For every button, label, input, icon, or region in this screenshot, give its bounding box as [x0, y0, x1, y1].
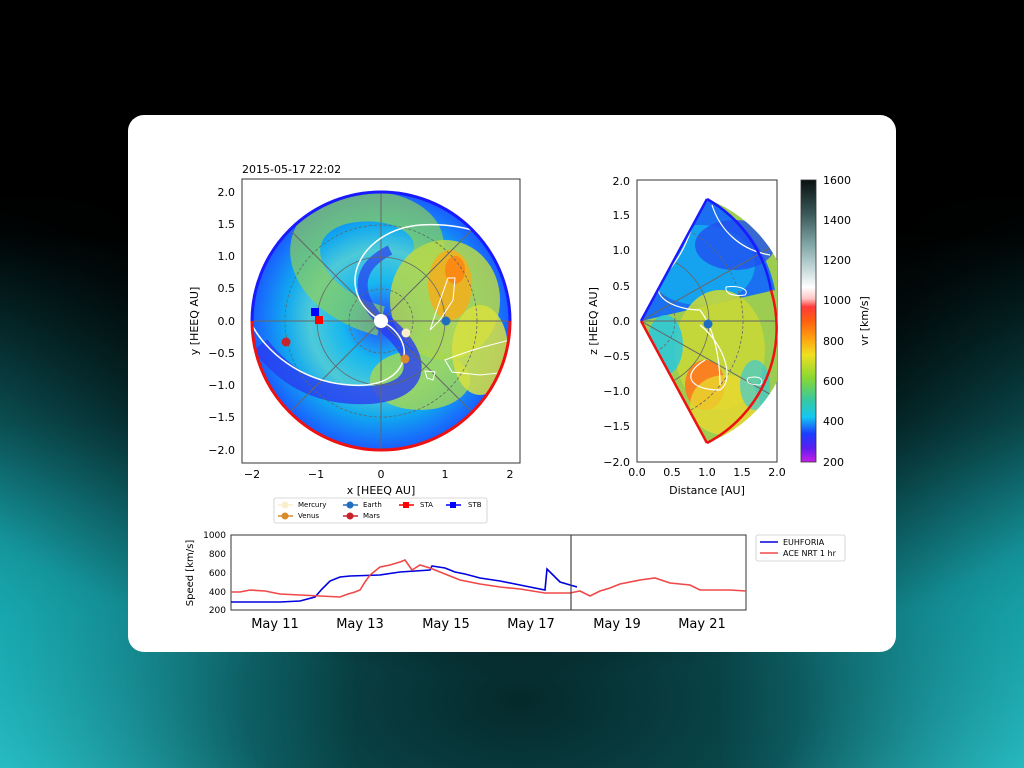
colorbar-label: vr [km/s] [858, 296, 871, 346]
figure-card: 2015-05-17 22:02 [128, 115, 896, 652]
svg-text:0.0: 0.0 [613, 315, 631, 328]
svg-text:−1.0: −1.0 [603, 385, 630, 398]
svg-text:May 19: May 19 [593, 617, 641, 632]
svg-text:Mars: Mars [363, 512, 380, 520]
svg-text:Venus: Venus [298, 512, 319, 520]
distance-axis-ticks: 0.0 0.5 1.0 1.5 2.0 [628, 466, 786, 479]
earth-marker [441, 316, 451, 326]
svg-text:400: 400 [823, 415, 844, 428]
svg-text:EUHFORIA: EUHFORIA [783, 538, 825, 547]
mars-marker [281, 337, 291, 347]
svg-text:1000: 1000 [823, 294, 851, 307]
svg-text:−0.5: −0.5 [208, 347, 235, 360]
timeseries-legend: EUHFORIA ACE NRT 1 hr [755, 534, 846, 562]
velocity-colorbar: 1600 1400 1200 1000 800 600 400 200 vr [… [800, 174, 871, 469]
svg-text:ACE NRT 1 hr: ACE NRT 1 hr [783, 549, 837, 558]
svg-text:1.5: 1.5 [733, 466, 751, 479]
svg-text:May 15: May 15 [422, 617, 470, 632]
svg-text:0.5: 0.5 [613, 280, 631, 293]
svg-text:2.0: 2.0 [768, 466, 786, 479]
svg-text:600: 600 [823, 375, 844, 388]
mercury-marker [401, 328, 411, 338]
y-axis-label: y [HEEQ AU] [188, 287, 201, 356]
svg-text:1.0: 1.0 [613, 244, 631, 257]
svg-text:Mercury: Mercury [298, 501, 326, 509]
date-axis-ticks: May 11 May 13 May 15 May 17 May 19 May 2… [251, 617, 726, 632]
svg-text:2.0: 2.0 [613, 175, 631, 188]
speed-axis-label: Speed [km/s] [185, 540, 196, 607]
svg-text:STA: STA [420, 501, 433, 509]
svg-text:1200: 1200 [823, 254, 851, 267]
sun-marker [374, 314, 388, 328]
svg-text:Earth: Earth [363, 501, 382, 509]
svg-text:1000: 1000 [203, 531, 226, 541]
svg-text:STB: STB [468, 501, 482, 509]
distance-axis-label: Distance [AU] [669, 484, 745, 497]
svg-text:−1: −1 [308, 468, 324, 481]
svg-text:May 17: May 17 [507, 617, 555, 632]
svg-text:0.5: 0.5 [663, 466, 681, 479]
svg-text:1400: 1400 [823, 214, 851, 227]
svg-text:−2: −2 [244, 468, 260, 481]
svg-text:−2.0: −2.0 [603, 456, 630, 469]
plot-title-timestamp: 2015-05-17 22:02 [242, 163, 341, 176]
svg-text:1: 1 [442, 468, 449, 481]
svg-text:−1.0: −1.0 [208, 379, 235, 392]
z-axis-label: z [HEEQ AU] [587, 287, 600, 355]
svg-text:−1.5: −1.5 [603, 420, 630, 433]
colorbar-ticks: 1600 1400 1200 1000 800 600 400 200 [823, 174, 851, 469]
meridional-plot: 2.0 1.5 1.0 0.5 0.0 −0.5 −1.0 −1.5 −2.0 … [587, 175, 786, 497]
speed-timeseries: 1000 800 600 400 200 May 11 May 13 May 1… [185, 531, 846, 632]
svg-text:0.0: 0.0 [218, 315, 236, 328]
svg-text:1600: 1600 [823, 174, 851, 187]
venus-marker [400, 354, 410, 364]
speed-axis-ticks: 1000 800 600 400 200 [203, 531, 226, 616]
svg-text:1.0: 1.0 [698, 466, 716, 479]
svg-text:May 21: May 21 [678, 617, 726, 632]
svg-text:1.5: 1.5 [218, 218, 236, 231]
z-axis-ticks: 2.0 1.5 1.0 0.5 0.0 −0.5 −1.0 −1.5 −2.0 [603, 175, 630, 469]
bodies-legend: Mercury Venus Earth Mars STA STB [273, 497, 488, 524]
svg-text:800: 800 [209, 550, 226, 560]
figure-canvas: 2015-05-17 22:02 [185, 163, 871, 632]
svg-text:200: 200 [823, 456, 844, 469]
ace-line [231, 559, 747, 598]
svg-text:−0.5: −0.5 [603, 350, 630, 363]
svg-text:400: 400 [209, 588, 226, 598]
svg-text:−1.5: −1.5 [208, 411, 235, 424]
svg-text:−2.0: −2.0 [208, 444, 235, 457]
svg-text:May 11: May 11 [251, 617, 299, 632]
earth-marker-meridional [703, 319, 713, 329]
svg-text:1.5: 1.5 [613, 209, 631, 222]
y-axis-ticks: 2.0 1.5 1.0 0.5 0.0 −0.5 −1.0 −1.5 −2.0 [208, 186, 235, 457]
svg-text:200: 200 [209, 606, 226, 616]
svg-text:May 13: May 13 [336, 617, 384, 632]
x-axis-ticks: −2 −1 0 1 2 [244, 468, 514, 481]
svg-text:0.5: 0.5 [218, 282, 236, 295]
x-axis-label: x [HEEQ AU] [347, 484, 416, 497]
svg-text:2: 2 [507, 468, 514, 481]
stb-marker [311, 308, 319, 316]
svg-text:800: 800 [823, 335, 844, 348]
svg-text:2.0: 2.0 [218, 186, 236, 199]
svg-text:1.0: 1.0 [218, 250, 236, 263]
svg-text:0.0: 0.0 [628, 466, 646, 479]
ecliptic-plot: 2015-05-17 22:02 [188, 163, 521, 524]
euhforia-line [231, 565, 578, 603]
sta-marker [315, 316, 323, 324]
svg-text:600: 600 [209, 569, 226, 579]
svg-text:0: 0 [378, 468, 385, 481]
